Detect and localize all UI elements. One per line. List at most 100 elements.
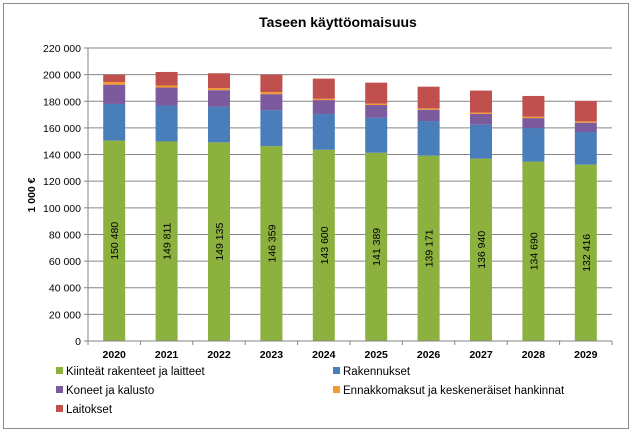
x-tick-label: 2022 [207,349,231,361]
y-tick-label: 40 000 [49,283,81,295]
data-label: 136 940 [476,231,488,269]
bar-segment [103,84,126,104]
bar-segment [365,82,388,104]
y-tick-label: 180 000 [43,96,81,108]
y-tick-label: 60 000 [49,256,81,268]
bar-segment [312,78,335,99]
bar-segment [522,118,545,129]
y-tick-label: 120 000 [43,176,81,188]
bar-segment [574,121,597,123]
y-axis-label: 1 000 € [26,177,38,212]
data-label: 132 416 [581,234,593,272]
x-tick-labels: 2020 2021 2022 2023 2024 2025 2026 2027 2028 2029 [103,349,598,361]
bar-segment [207,142,231,341]
x-tick-label: 2027 [469,349,493,361]
bar-segment [312,98,335,101]
bar-segment [155,85,178,88]
bar-segment [260,110,283,147]
x-tick-label: 2026 [417,349,441,361]
legend-label: Koneet ja kalusto [66,385,154,397]
bar-segment [103,74,126,82]
bar-segment [312,114,335,150]
bar-segment [417,86,440,109]
y-tick-label: 140 000 [43,150,81,162]
x-tick-label: 2028 [522,349,546,361]
bar-segment [365,117,388,153]
bar-segment [312,149,335,341]
y-tick-label: 200 000 [43,70,81,82]
bar-segment [574,132,597,165]
bar-segment [469,158,493,341]
bar-segment [417,108,440,110]
data-labels: 150 480 149 811 149 135 146 359 143 600 141 3… [109,222,593,272]
x-tick-label: 2021 [155,349,179,361]
bar-segment [260,74,283,93]
bar-segment [469,124,493,159]
bar-segment [103,103,126,141]
bar-segment [312,100,335,115]
bar-segment [260,92,283,95]
bar-segment [207,73,231,89]
chart-title: Taseen käyttöomaisuus [259,14,417,30]
y-tick-label: 220 000 [43,43,81,55]
legend-label: Ennakkomaksut ja keskeneräiset hankinnat [343,385,565,397]
y-tick-label: 0 [75,336,81,348]
bar-segment [207,88,231,91]
legend: Kiinteät rakenteet ja laitteet Rakennukse… [56,366,565,416]
legend-swatch [333,386,340,393]
bar-segment [365,105,388,118]
bar-segment [469,90,493,113]
legend-label: Kiinteät rakenteet ja laitteet [66,366,206,378]
x-tick-label: 2025 [365,349,389,361]
bar-segment [155,105,178,142]
bar-segment [155,141,178,341]
bar-segment [365,152,388,341]
bar-segment [522,128,545,162]
bar-segment [103,140,126,341]
legend-label: Rakennukset [343,366,411,378]
data-label: 149 811 [162,222,174,259]
y-tick-label: 160 000 [43,123,81,135]
legend-swatch [333,367,340,374]
legend-swatch [56,386,63,393]
y-tick-label: 80 000 [49,229,81,241]
bar-segment [207,106,231,143]
bar-segment [522,95,545,117]
legend-swatch [56,367,63,374]
bar-segment [103,81,126,85]
bars [103,71,597,341]
bar-segment [469,112,493,115]
bar-segment [155,87,178,106]
bar-segment [417,155,440,341]
data-label: 141 389 [371,228,383,266]
y-tick-label: 20 000 [49,309,81,321]
axes [87,48,613,345]
y-tick-label: 100 000 [43,203,81,215]
data-label: 139 171 [424,229,436,267]
data-label: 134 690 [528,232,540,270]
bar-segment [207,90,231,107]
bar-segment [574,100,597,122]
bar-segment [417,121,440,156]
data-label: 143 600 [319,226,331,264]
data-label: 150 480 [109,222,121,260]
bar-segment [260,94,283,111]
x-tick-label: 2023 [260,349,284,361]
legend-label: Laitokset [66,404,113,416]
x-tick-label: 2029 [574,349,598,361]
bar-segment [365,103,388,106]
bar-segment [574,122,597,133]
x-tick-label: 2024 [312,349,336,361]
bar-segment [522,161,545,341]
bar-segment [155,71,178,86]
bar-segment [260,146,283,341]
bar-segment [574,164,597,341]
y-tick-labels: 0 20 000 40 000 60 000 80 000 100 000 120 000 1… [43,43,81,348]
bar-segment [417,109,440,122]
x-tick-label: 2020 [103,349,127,361]
bar-segment [469,114,493,125]
legend-swatch [56,405,63,412]
data-label: 149 135 [214,223,226,261]
data-label: 146 359 [266,224,278,262]
